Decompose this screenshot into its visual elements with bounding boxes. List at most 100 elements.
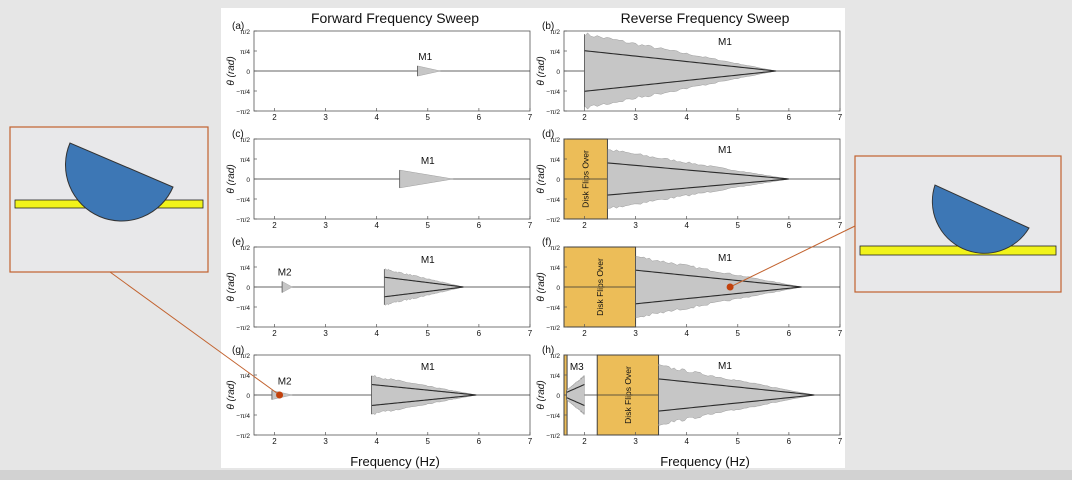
y-axis-label: θ (rad) bbox=[536, 56, 547, 85]
callout-leader bbox=[109, 271, 280, 396]
envelope-m3 bbox=[566, 374, 585, 416]
panel-label: (d) bbox=[542, 129, 554, 140]
trace-lower-m1 bbox=[584, 70, 777, 92]
x-tick-label: 4 bbox=[684, 329, 689, 338]
column-title-reverse: Reverse Frequency Sweep bbox=[621, 10, 790, 26]
trace-lower-m1 bbox=[635, 286, 802, 305]
mode-label-m1: M1 bbox=[421, 156, 435, 167]
x-tick-label: 6 bbox=[477, 329, 482, 338]
x-tick-label: 3 bbox=[323, 221, 328, 230]
trace-upper-m1 bbox=[607, 162, 789, 180]
y-tick-label: π/4 bbox=[240, 265, 250, 272]
mode-label-m1: M1 bbox=[718, 145, 732, 156]
x-tick-label: 2 bbox=[582, 437, 587, 446]
y-tick-label: −π/4 bbox=[236, 89, 250, 96]
y-tick-label: 0 bbox=[556, 393, 560, 400]
state-marker bbox=[276, 391, 284, 399]
y-tick-label: −π/2 bbox=[236, 325, 250, 332]
mode-label-m1: M1 bbox=[421, 362, 435, 373]
x-tick-label: 5 bbox=[426, 221, 431, 230]
x-tick-label: 7 bbox=[528, 221, 533, 230]
x-tick-label: 3 bbox=[633, 221, 638, 230]
panel-label: (e) bbox=[232, 237, 244, 248]
x-axis-label-reverse: Frequency (Hz) bbox=[660, 454, 750, 469]
x-tick-label: 3 bbox=[633, 113, 638, 122]
y-axis-label: θ (rad) bbox=[226, 272, 237, 301]
x-tick-label: 7 bbox=[838, 329, 843, 338]
trace-lower-m1 bbox=[384, 286, 464, 298]
x-tick-label: 4 bbox=[684, 221, 689, 230]
y-axis-label: θ (rad) bbox=[226, 56, 237, 85]
y-tick-label: 0 bbox=[556, 285, 560, 292]
trace-upper-m1 bbox=[658, 378, 815, 396]
panels-group: (a) M1 2 3 4 5 6 7 π/2 π/4 0 −π/4 −π/2 θ (rad) (b) M1 2 3… bbox=[226, 21, 843, 446]
y-tick-label: 0 bbox=[556, 177, 560, 184]
y-tick-label: 0 bbox=[246, 69, 250, 76]
x-tick-label: 3 bbox=[633, 329, 638, 338]
x-tick-label: 7 bbox=[838, 437, 843, 446]
trace-lower-m1 bbox=[371, 394, 477, 407]
trace-upper-m1 bbox=[384, 276, 464, 288]
x-tick-label: 6 bbox=[787, 221, 792, 230]
y-tick-label: π/2 bbox=[240, 245, 250, 252]
y-tick-label: π/4 bbox=[240, 157, 250, 164]
y-axis-label: θ (rad) bbox=[226, 164, 237, 193]
y-tick-label: π/2 bbox=[240, 353, 250, 360]
y-tick-label: −π/4 bbox=[546, 197, 560, 204]
mode-label-m1: M1 bbox=[421, 255, 435, 266]
x-tick-label: 2 bbox=[272, 113, 277, 122]
surface-bar bbox=[859, 245, 1057, 256]
y-tick-label: 0 bbox=[246, 177, 250, 184]
y-tick-label: −π/4 bbox=[236, 197, 250, 204]
x-tick-label: 7 bbox=[528, 113, 533, 122]
y-tick-label: 0 bbox=[246, 285, 250, 292]
state-marker bbox=[726, 283, 734, 291]
disk-shape bbox=[931, 184, 1030, 254]
trace-lower-m1 bbox=[658, 394, 815, 412]
trace-upper-m1 bbox=[635, 269, 802, 288]
y-tick-label: −π/4 bbox=[546, 305, 560, 312]
panel-c: (c) M1 2 3 4 5 6 7 π/2 π/4 0 −π/4 −π/2 θ (rad) bbox=[226, 129, 533, 230]
y-tick-label: π/2 bbox=[550, 137, 560, 144]
panel-a: (a) M1 2 3 4 5 6 7 π/2 π/4 0 −π/4 −π/2 θ (rad) bbox=[226, 21, 533, 122]
y-axis-label: θ (rad) bbox=[536, 380, 547, 409]
callout-leader bbox=[729, 225, 856, 288]
trace-lower-m1 bbox=[607, 178, 789, 196]
x-tick-label: 6 bbox=[477, 113, 482, 122]
x-tick-label: 5 bbox=[426, 437, 431, 446]
x-tick-label: 7 bbox=[838, 113, 843, 122]
x-tick-label: 7 bbox=[528, 329, 533, 338]
trace-upper-m1 bbox=[371, 383, 477, 396]
bottom-strip bbox=[0, 470, 1072, 480]
x-tick-label: 6 bbox=[477, 437, 482, 446]
x-tick-label: 2 bbox=[582, 221, 587, 230]
x-tick-label: 3 bbox=[633, 437, 638, 446]
x-tick-label: 4 bbox=[374, 221, 379, 230]
y-tick-label: π/2 bbox=[240, 29, 250, 36]
y-tick-label: −π/4 bbox=[546, 413, 560, 420]
y-tick-label: π/4 bbox=[240, 49, 250, 56]
trace-upper-m3 bbox=[566, 383, 585, 393]
panel-label: (g) bbox=[232, 345, 244, 356]
y-tick-label: −π/2 bbox=[236, 109, 250, 116]
y-tick-label: π/4 bbox=[550, 157, 560, 164]
envelope-m1 bbox=[399, 169, 454, 189]
x-tick-label: 4 bbox=[374, 113, 379, 122]
panel-d: (d)Disk Flips Over M12 3 4 5 6 7π/2π/40−π/4−π/… bbox=[536, 129, 843, 230]
x-tick-label: 4 bbox=[374, 329, 379, 338]
column-title-forward: Forward Frequency Sweep bbox=[311, 10, 479, 26]
x-tick-label: 5 bbox=[426, 113, 431, 122]
callouts-group bbox=[9, 126, 1062, 399]
envelope-m1 bbox=[417, 65, 441, 77]
panel-e: (e) M2 M1 2 3 4 5 6 7 π/2 π/4 0 −π/4 −π/2 θ (rad) bbox=[226, 237, 533, 338]
x-tick-label: 2 bbox=[272, 437, 277, 446]
x-tick-label: 5 bbox=[736, 329, 741, 338]
x-tick-label: 3 bbox=[323, 437, 328, 446]
x-tick-label: 6 bbox=[787, 113, 792, 122]
x-axis-label-forward: Frequency (Hz) bbox=[350, 454, 440, 469]
y-tick-label: 0 bbox=[246, 393, 250, 400]
panel-g: (g) M2 M1 2 3 4 5 6 7 π/2 π/4 0 −π/4 −π/2 θ (rad) bbox=[226, 345, 533, 446]
y-axis-label: θ (rad) bbox=[226, 380, 237, 409]
y-tick-label: −π/4 bbox=[546, 89, 560, 96]
